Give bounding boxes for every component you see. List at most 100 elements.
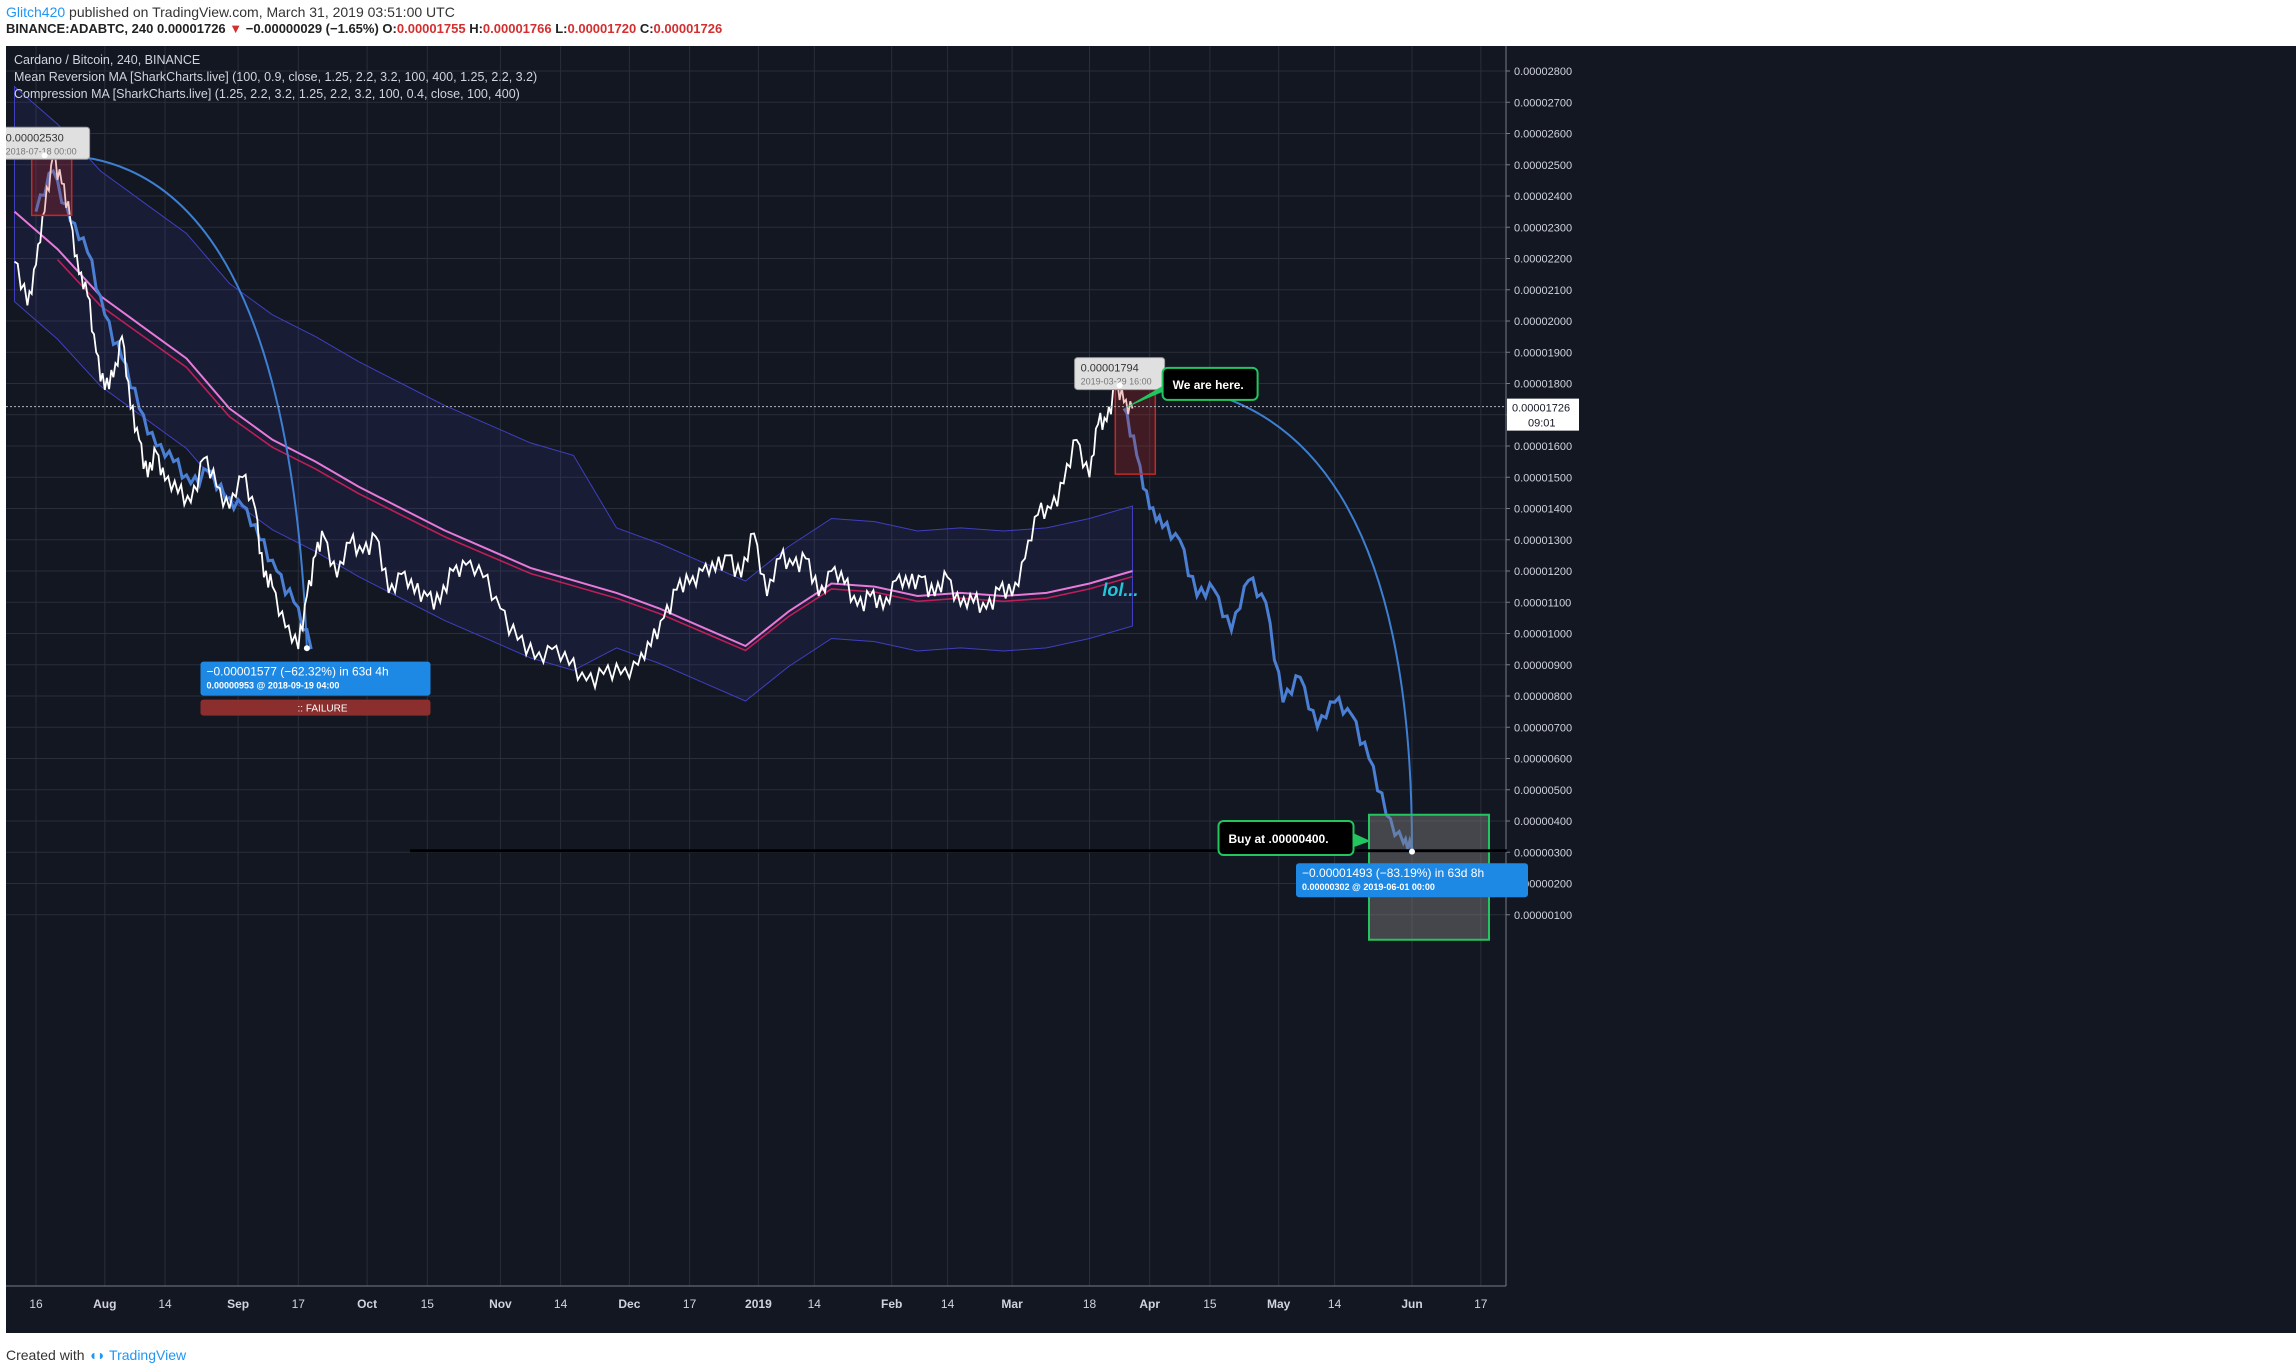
price-tick-label-26: 0.00000200 bbox=[1514, 879, 1572, 891]
time-tick-label-22: 17 bbox=[1474, 1297, 1488, 1311]
price-tick-label-17: 0.00001100 bbox=[1514, 597, 1571, 609]
projection-path-past bbox=[34, 168, 313, 650]
price-tick-label-4: 0.00002400 bbox=[1514, 191, 1572, 203]
failure-text: :: FAILURE bbox=[298, 704, 348, 715]
measure-point-2 bbox=[1409, 848, 1415, 855]
legend-title: Cardano / Bitcoin, 240, BINANCE bbox=[14, 53, 201, 67]
time-tick-label-5: Oct bbox=[357, 1297, 377, 1311]
time-tick-label-20: 14 bbox=[1328, 1297, 1342, 1311]
footer: Created with ◖◗ TradingView bbox=[6, 1347, 186, 1363]
high-box-1 bbox=[30, 154, 73, 217]
price-tick-label-9: 0.00001900 bbox=[1514, 347, 1572, 359]
lol-annotation: lol... bbox=[1102, 580, 1138, 600]
projection-arc-1 bbox=[44, 154, 308, 650]
failure-badge: :: FAILURE bbox=[200, 699, 431, 716]
mean-reversion-ma-line bbox=[13, 210, 1133, 648]
price-tick-label-1: 0.00002700 bbox=[1514, 97, 1572, 109]
failure-badge-bg bbox=[200, 699, 431, 716]
price-tick-label-18: 0.00001000 bbox=[1514, 629, 1572, 641]
low-value: 0.00001720 bbox=[567, 21, 637, 36]
we-are-here-pointer bbox=[1123, 385, 1163, 409]
peak-point-1 bbox=[41, 152, 48, 159]
peak-label-2-line-1: 2019-03-29 16:00 bbox=[1081, 377, 1152, 387]
chart-legend: Cardano / Bitcoin, 240, BINANCE Mean Rev… bbox=[14, 52, 537, 103]
open-value: 0.00001755 bbox=[396, 21, 466, 36]
measure-label-2-line-1: 0.00000302 @ 2019-06-01 00:00 bbox=[1302, 882, 1435, 892]
measure-label-1-box bbox=[200, 661, 431, 696]
time-tick-label-8: 14 bbox=[554, 1297, 568, 1311]
close-label: C: bbox=[639, 21, 654, 36]
time-tick-label-16: 18 bbox=[1083, 1297, 1097, 1311]
down-arrow-icon: ▼ bbox=[229, 21, 243, 36]
measure-label-2-line-0: −0.00001493 (−83.19%) in 63d 8h bbox=[1302, 866, 1484, 880]
price-tick-label-27: 0.00000100 bbox=[1514, 910, 1572, 922]
projection-path-future bbox=[1122, 407, 1414, 850]
price-tick-label-15: 0.00001300 bbox=[1514, 535, 1572, 547]
tradingview-link[interactable]: TradingView bbox=[109, 1347, 187, 1363]
change-text: −0.00000029 (−1.65%) bbox=[245, 21, 379, 36]
time-tick-label-15: Mar bbox=[1001, 1297, 1023, 1311]
time-tick-label-6: 15 bbox=[421, 1297, 435, 1311]
price-tick-label-2: 0.00002600 bbox=[1514, 129, 1572, 141]
time-tick-label-19: May bbox=[1267, 1297, 1291, 1311]
price-tick-label-16: 0.00001200 bbox=[1514, 566, 1572, 578]
price-tick-label-22: 0.00000600 bbox=[1514, 754, 1572, 766]
author-link[interactable]: Glitch420 bbox=[6, 4, 66, 20]
countdown-tag: 09:01 bbox=[1528, 418, 1556, 430]
we-are-here-text: We are here. bbox=[1173, 378, 1244, 392]
buy-box bbox=[1217, 820, 1355, 856]
price-tick-label-20: 0.00000800 bbox=[1514, 691, 1572, 703]
peak-label-2-line-0: 0.00001794 bbox=[1081, 363, 1139, 375]
price-tick-label-6: 0.00002200 bbox=[1514, 254, 1572, 266]
peak-label-1-line-1: 2018-07-18 00:00 bbox=[6, 146, 77, 156]
time-tick-label-9: Dec bbox=[618, 1297, 640, 1311]
time-tick-label-4: 17 bbox=[292, 1297, 306, 1311]
measure-label-1-line-0: −0.00001577 (−62.32%) in 63d 4h bbox=[207, 665, 389, 679]
ma-bands bbox=[14, 85, 1133, 702]
price-line bbox=[13, 153, 1134, 692]
measure-point-1 bbox=[303, 645, 310, 652]
price-tick-label-19: 0.00000900 bbox=[1514, 660, 1572, 672]
price-tick-label-14: 0.00001400 bbox=[1514, 504, 1572, 516]
publish-text: published on TradingView.com, March 31, … bbox=[69, 4, 455, 20]
high-label: H: bbox=[469, 21, 483, 36]
tradingview-logo-icon: ◖◗ bbox=[88, 1347, 106, 1363]
close-value: 0.00001726 bbox=[653, 21, 723, 36]
publish-line: Glitch420 published on TradingView.com, … bbox=[6, 4, 455, 20]
time-axis: 16 Aug 14 Sep 17 Oct 15 Nov 14 Dec 17 2019 14 Feb 14 Ma… bbox=[6, 1285, 1506, 1311]
peak-point-2 bbox=[1116, 382, 1123, 389]
legend-indicator-2: Compression MA [SharkCharts.live] (1.25,… bbox=[14, 87, 520, 101]
price-axis: 0.00002800 0.00002700 0.00002600 0.00002500… bbox=[1505, 46, 2296, 1333]
chart-area[interactable]: 0.00002800 0.00002700 0.00002600 0.00002500… bbox=[0, 46, 2296, 1333]
time-tick-label-11: 2019 bbox=[745, 1297, 772, 1311]
price-axis-bg bbox=[1506, 46, 2296, 1333]
current-price-tag-bg bbox=[1507, 398, 1579, 431]
price-tick-label-13: 0.00001500 bbox=[1514, 472, 1572, 484]
peak-label-1-line-0: 0.00002530 bbox=[6, 132, 64, 144]
price-tick-label-0: 0.00002800 bbox=[1514, 66, 1572, 78]
price-chart[interactable]: 0.00002800 0.00002700 0.00002600 0.00002500… bbox=[0, 46, 2296, 1333]
buy-text: Buy at .00000400. bbox=[1229, 832, 1329, 846]
price-tick-label-12: 0.00001600 bbox=[1514, 441, 1572, 453]
symbol-line: BINANCE:ADABTC, 240 0.00001726 ▼ −0.0000… bbox=[6, 21, 722, 36]
price-tick-label-8: 0.00002000 bbox=[1514, 316, 1572, 328]
price-tick-label-21: 0.00000700 bbox=[1514, 722, 1572, 734]
time-tick-label-10: 17 bbox=[683, 1297, 697, 1311]
time-tick-label-7: Nov bbox=[489, 1297, 512, 1311]
footer-created: Created with bbox=[6, 1347, 85, 1363]
measure-label-1: −0.00001577 (−62.32%) in 63d 4h 0.0000095… bbox=[200, 661, 431, 696]
time-tick-label-1: Aug bbox=[93, 1297, 116, 1311]
measure-label-1-line-1: 0.00000953 @ 2018-09-19 04:00 bbox=[207, 681, 340, 691]
high-value: 0.00001766 bbox=[482, 21, 552, 36]
time-tick-label-17: Apr bbox=[1139, 1297, 1160, 1311]
symbol-text: BINANCE:ADABTC, 240 bbox=[6, 21, 154, 36]
current-price-tag: 0.00001726 bbox=[1512, 403, 1570, 415]
peak-label-2: 0.00001794 2019-03-29 16:00 bbox=[1074, 357, 1166, 391]
measure-label-2: −0.00001493 (−83.19%) in 63d 8h 0.0000030… bbox=[1296, 863, 1528, 898]
low-label: L: bbox=[555, 21, 568, 36]
time-tick-label-18: 15 bbox=[1203, 1297, 1217, 1311]
last-price: 0.00001726 bbox=[156, 21, 226, 36]
measure-label-2-box bbox=[1296, 863, 1528, 898]
price-tick-label-7: 0.00002100 bbox=[1514, 285, 1572, 297]
price-tick-label-23: 0.00000500 bbox=[1514, 785, 1572, 797]
